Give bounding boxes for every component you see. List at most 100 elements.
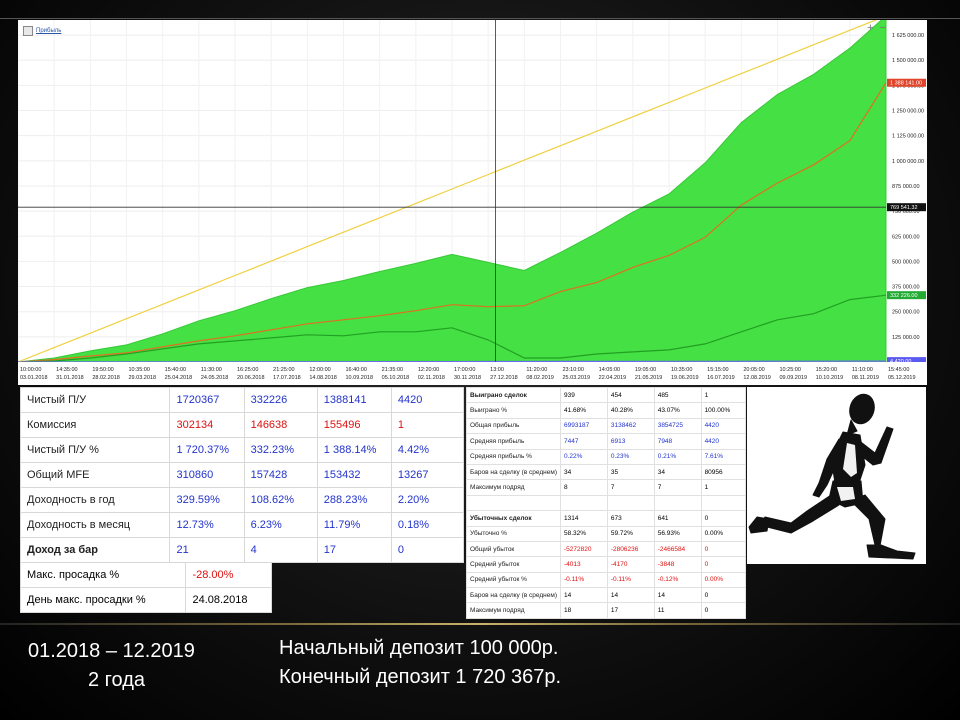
- trades-row: Общий убыток -5272820 -2806236 -2466584 0: [466, 540, 747, 558]
- x-tick-time: 23:10:00: [563, 367, 584, 373]
- x-tick-time: 16:40:00: [346, 367, 367, 373]
- y-tick-label: 125 000.00: [892, 335, 920, 341]
- y-tick-label: 1 625 000.00: [892, 33, 924, 39]
- y-tick-label: 1 000 000.00: [892, 159, 924, 165]
- trades-row: Общая прибыль 6993187 3138462 3854725 4420: [466, 417, 747, 435]
- trades-cell: 3138462: [606, 417, 655, 435]
- stats-row: Доход за бар 21 4 17 0: [19, 537, 465, 563]
- x-tick-time: 10:35:00: [129, 367, 150, 373]
- years-text: 2 года: [88, 669, 146, 691]
- trades-row-label: Баров на сделку (в среднем): [466, 463, 561, 481]
- x-tick-time: 15:20:00: [816, 367, 837, 373]
- price-tag: [887, 357, 926, 366]
- series-line-straight: [18, 20, 878, 363]
- stats-row-label: Доход за бар: [19, 537, 171, 563]
- trades-cell: -0.11%: [606, 571, 655, 589]
- x-tick-date: 19.06.2019: [671, 375, 699, 381]
- stats-row: Доходность в месяц 12.73% 6.23% 11.79% 0.18%: [19, 512, 465, 538]
- equity-chart[interactable]: 1 625 000.001 500 000.001 375 000.001 25…: [18, 20, 927, 385]
- trades-table: Выиграно сделок 939 454 485 1 Выиграно % 41.68…: [466, 386, 747, 619]
- series-area-total: [18, 20, 887, 363]
- stats-cell: 0.18%: [390, 512, 465, 538]
- x-axis-band: [18, 362, 927, 385]
- x-tick-time: 10:00:00: [20, 367, 41, 373]
- stats-cell: 332.23%: [243, 437, 318, 463]
- drawdown-label: Макс. просадка %: [19, 562, 187, 588]
- series-line-commission: [18, 360, 886, 363]
- trades-cell: -5272820: [559, 540, 608, 558]
- chart-window-controls[interactable]: +−: [867, 22, 892, 34]
- drawdown-row: День макс. просадки % 24.08.2018: [19, 587, 272, 613]
- drawdown-value: 24.08.2018: [185, 587, 272, 613]
- trades-cell: 7: [606, 479, 655, 496]
- footer-divider: [0, 623, 960, 625]
- x-tick-date: 29.03.2018: [129, 375, 157, 381]
- price-tag: [887, 291, 926, 300]
- x-tick-date: 31.01.2018: [56, 375, 84, 381]
- stats-cell: 4.42%: [390, 437, 465, 463]
- trades-cell: 41.68%: [559, 402, 608, 419]
- trades-cell: 0.23%: [606, 448, 655, 465]
- stats-table: Чистый П/У 1720367 332226 1388141 4420 Комисс…: [19, 387, 465, 563]
- stats-row: Комиссия 302134 146638 155496 1: [19, 412, 465, 438]
- x-tick-date: 27.12.2018: [490, 375, 518, 381]
- trades-cell: 8: [559, 479, 608, 496]
- trades-cell: 485: [653, 386, 702, 404]
- plus-icon[interactable]: +: [867, 22, 880, 34]
- x-tick-time: 15:45:00: [888, 367, 909, 373]
- stats-row: Чистый П/У 1720367 332226 1388141 4420: [19, 387, 465, 413]
- trades-cell: -0.12%: [653, 571, 702, 589]
- series-line-long: [18, 82, 887, 363]
- trades-cell: 11: [653, 602, 702, 619]
- x-tick-date: 10.10.2019: [816, 375, 844, 381]
- trades-row-label: Выиграно %: [466, 402, 561, 419]
- stats-cell: 302134: [169, 412, 245, 438]
- stats-row-label: Чистый П/У %: [19, 437, 171, 463]
- trades-cell: 939: [559, 386, 608, 404]
- trades-cell: 0.21%: [653, 448, 702, 465]
- x-tick-time: 14:35:00: [56, 367, 77, 373]
- trades-cell: 34: [559, 463, 608, 481]
- trades-cell: -0.11%: [559, 571, 608, 589]
- y-tick-label: 875 000.00: [892, 184, 920, 190]
- trades-cell: 56.93%: [653, 525, 702, 542]
- y-tick-label: 500 000.00: [892, 259, 920, 265]
- trades-cell: 34: [653, 463, 702, 481]
- trades-cell: 58.32%: [559, 525, 608, 542]
- stats-cell: 0: [390, 537, 465, 563]
- trades-cell: 454: [606, 386, 655, 404]
- x-tick-time: 12:00:00: [309, 367, 330, 373]
- drawdown-row: Макс. просадка % -28.00%: [19, 562, 272, 588]
- x-tick-date: 25.03.2019: [563, 375, 591, 381]
- trades-cell: 17: [606, 602, 655, 619]
- trades-cell: 40.28%: [606, 402, 655, 419]
- trades-cell: 6913: [606, 433, 655, 450]
- stats-cell: 153432: [316, 462, 392, 488]
- trades-cell: 0.22%: [559, 448, 608, 465]
- x-tick-date: 24.05.2018: [201, 375, 229, 381]
- stats-cell: 157428: [243, 462, 318, 488]
- y-tick-label: 1 125 000.00: [892, 134, 924, 140]
- trades-cell: 0: [700, 510, 747, 527]
- chart-legend[interactable]: Прибыль: [23, 26, 61, 36]
- x-tick-time: 21:35:00: [382, 367, 403, 373]
- trades-cell: 0: [700, 602, 747, 619]
- price-tag: [887, 78, 926, 87]
- stats-cell: 1388141: [316, 387, 392, 413]
- stats-cell: 6.23%: [243, 512, 318, 538]
- trades-cell: 6993187: [559, 417, 608, 435]
- top-divider: [0, 18, 960, 19]
- stats-cell: 4420: [390, 387, 465, 413]
- stats-cell: 11.79%: [316, 512, 392, 538]
- price-tag-label: 1 388 141.00: [890, 81, 922, 87]
- runner-icon: [748, 393, 916, 560]
- trades-cell: 1314: [559, 510, 608, 527]
- stats-cell: 288.23%: [316, 487, 392, 513]
- trades-cell: -4013: [559, 556, 608, 573]
- chart-legend-label: Прибыль: [36, 28, 62, 34]
- trades-row-label: Средняя прибыль %: [466, 448, 561, 465]
- trades-cell: [700, 494, 747, 512]
- trades-row: Максимум подряд 8 7 7 1: [466, 479, 747, 496]
- minus-icon[interactable]: −: [879, 22, 892, 34]
- trades-row: Средняя прибыль % 0.22% 0.23% 0.21% 7.61%: [466, 448, 747, 465]
